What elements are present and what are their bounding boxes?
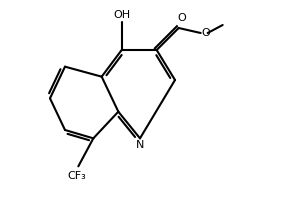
Text: OH: OH	[113, 10, 130, 20]
Text: N: N	[136, 140, 144, 150]
Text: CF₃: CF₃	[67, 171, 86, 181]
Text: O: O	[177, 13, 186, 23]
Text: O: O	[201, 28, 210, 38]
